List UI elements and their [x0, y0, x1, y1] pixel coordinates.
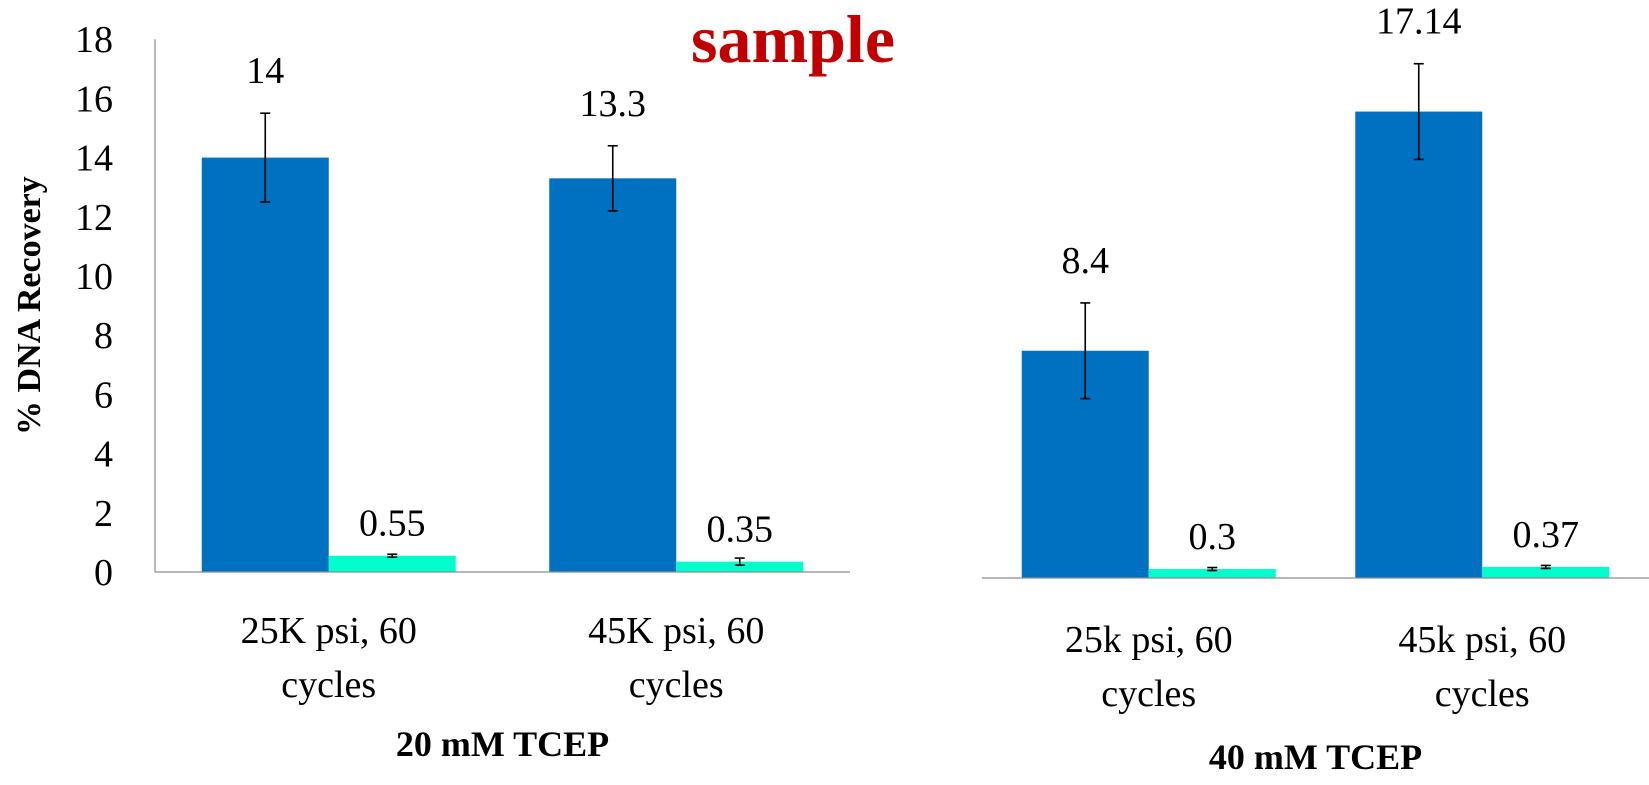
y-tick-label: 2	[94, 493, 113, 535]
x-tick-label: cycles	[281, 664, 376, 706]
bar-series-a	[1355, 111, 1483, 578]
data-label: 14	[246, 50, 284, 92]
bar-series-a	[549, 178, 677, 572]
y-tick-label: 14	[75, 138, 113, 180]
bar-series-b	[1482, 566, 1610, 578]
y-axis-title: % DNA Recovery	[11, 176, 48, 435]
x-tick-label: cycles	[1435, 673, 1530, 715]
x-tick-label: cycles	[629, 664, 724, 706]
x-tick-label: 25K psi, 60	[241, 610, 417, 652]
data-label: 0.35	[707, 509, 774, 551]
watermark-text: sample	[691, 1, 895, 77]
data-label: 13.3	[580, 83, 647, 125]
x-tick-label: 45k psi, 60	[1398, 619, 1566, 661]
data-label: 0.37	[1513, 514, 1580, 556]
data-label: 0.3	[1189, 516, 1237, 558]
y-tick-label: 12	[75, 197, 113, 239]
y-tick-label: 10	[75, 256, 113, 298]
chart-40mm-tcep: 8.4 17.14 0.3 0.37 25k psi, 60 cycles 45k psi,…	[982, 1, 1649, 777]
x-tick-label: 45K psi, 60	[588, 610, 764, 652]
data-label: 8.4	[1062, 240, 1110, 282]
y-tick-label: 6	[94, 374, 113, 416]
x-tick-label: cycles	[1101, 673, 1196, 715]
y-tick-label: 18	[75, 19, 113, 61]
x-axis-title: 40 mM TCEP	[1209, 737, 1422, 777]
data-label: 17.14	[1376, 1, 1462, 43]
bar-series-b	[328, 555, 456, 572]
bar-series-b	[676, 561, 804, 572]
data-label: 0.55	[359, 503, 426, 545]
y-tick-label: 8	[94, 315, 113, 357]
y-tick-label: 4	[94, 434, 113, 476]
bar-series-b	[1148, 569, 1276, 578]
bar-series-a	[201, 157, 329, 572]
chart-20mm-tcep: 0 2 4 6 8 10 12 14 16 18 % DNA Recovery 14 13.3 0.55 0…	[11, 19, 850, 764]
y-tick-label: 0	[94, 552, 113, 594]
y-tick-label: 16	[75, 78, 113, 120]
x-axis-title: 20 mM TCEP	[396, 724, 609, 764]
x-tick-label: 25k psi, 60	[1065, 619, 1233, 661]
